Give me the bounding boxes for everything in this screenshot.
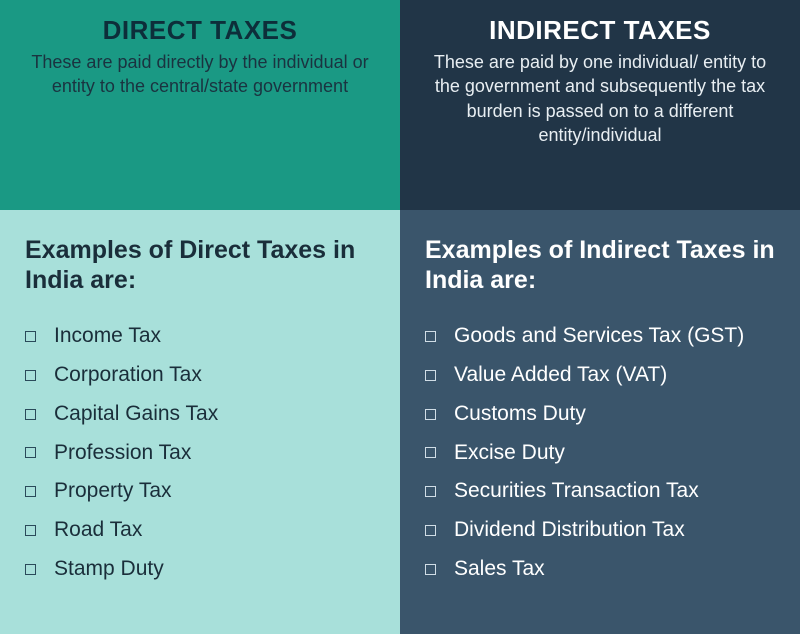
checkbox-icon — [425, 525, 436, 536]
list-item: Property Tax — [25, 472, 375, 511]
tax-name: Road Tax — [54, 511, 142, 550]
direct-taxes-description: These are paid directly by the individua… — [20, 50, 380, 99]
indirect-taxes-subtitle: Examples of Indirect Taxes in India are: — [425, 235, 775, 295]
tax-comparison-infographic: DIRECT TAXES These are paid directly by … — [0, 0, 800, 634]
direct-taxes-body: Examples of Direct Taxes in India are: I… — [0, 210, 400, 634]
list-item: Stamp Duty — [25, 550, 375, 589]
list-item: Customs Duty — [425, 395, 775, 434]
checkbox-icon — [25, 409, 36, 420]
tax-name: Securities Transaction Tax — [454, 472, 699, 511]
checkbox-icon — [25, 370, 36, 381]
indirect-taxes-body: Examples of Indirect Taxes in India are:… — [400, 210, 800, 634]
direct-taxes-subtitle: Examples of Direct Taxes in India are: — [25, 235, 375, 295]
list-item: Profession Tax — [25, 434, 375, 473]
checkbox-icon — [25, 486, 36, 497]
checkbox-icon — [425, 370, 436, 381]
checkbox-icon — [25, 331, 36, 342]
list-item: Capital Gains Tax — [25, 395, 375, 434]
tax-name: Stamp Duty — [54, 550, 164, 589]
tax-name: Customs Duty — [454, 395, 586, 434]
indirect-taxes-header: INDIRECT TAXES These are paid by one ind… — [400, 0, 800, 210]
tax-name: Dividend Distribution Tax — [454, 511, 685, 550]
list-item: Excise Duty — [425, 434, 775, 473]
tax-name: Income Tax — [54, 317, 161, 356]
list-item: Sales Tax — [425, 550, 775, 589]
indirect-taxes-list: Goods and Services Tax (GST) Value Added… — [425, 317, 775, 589]
direct-taxes-title: DIRECT TAXES — [20, 15, 380, 46]
checkbox-icon — [25, 447, 36, 458]
direct-taxes-header: DIRECT TAXES These are paid directly by … — [0, 0, 400, 210]
tax-name: Property Tax — [54, 472, 172, 511]
tax-name: Excise Duty — [454, 434, 565, 473]
list-item: Dividend Distribution Tax — [425, 511, 775, 550]
checkbox-icon — [425, 486, 436, 497]
list-item: Goods and Services Tax (GST) — [425, 317, 775, 356]
tax-name: Capital Gains Tax — [54, 395, 218, 434]
checkbox-icon — [425, 409, 436, 420]
list-item: Value Added Tax (VAT) — [425, 356, 775, 395]
tax-name: Corporation Tax — [54, 356, 202, 395]
direct-taxes-column: DIRECT TAXES These are paid directly by … — [0, 0, 400, 634]
tax-name: Profession Tax — [54, 434, 191, 473]
checkbox-icon — [425, 331, 436, 342]
list-item: Income Tax — [25, 317, 375, 356]
indirect-taxes-column: INDIRECT TAXES These are paid by one ind… — [400, 0, 800, 634]
checkbox-icon — [425, 447, 436, 458]
tax-name: Sales Tax — [454, 550, 545, 589]
indirect-taxes-description: These are paid by one individual/ entity… — [420, 50, 780, 147]
checkbox-icon — [25, 525, 36, 536]
indirect-taxes-title: INDIRECT TAXES — [420, 15, 780, 46]
direct-taxes-list: Income Tax Corporation Tax Capital Gains… — [25, 317, 375, 589]
list-item: Corporation Tax — [25, 356, 375, 395]
list-item: Securities Transaction Tax — [425, 472, 775, 511]
checkbox-icon — [25, 564, 36, 575]
tax-name: Goods and Services Tax (GST) — [454, 317, 744, 356]
list-item: Road Tax — [25, 511, 375, 550]
tax-name: Value Added Tax (VAT) — [454, 356, 667, 395]
checkbox-icon — [425, 564, 436, 575]
